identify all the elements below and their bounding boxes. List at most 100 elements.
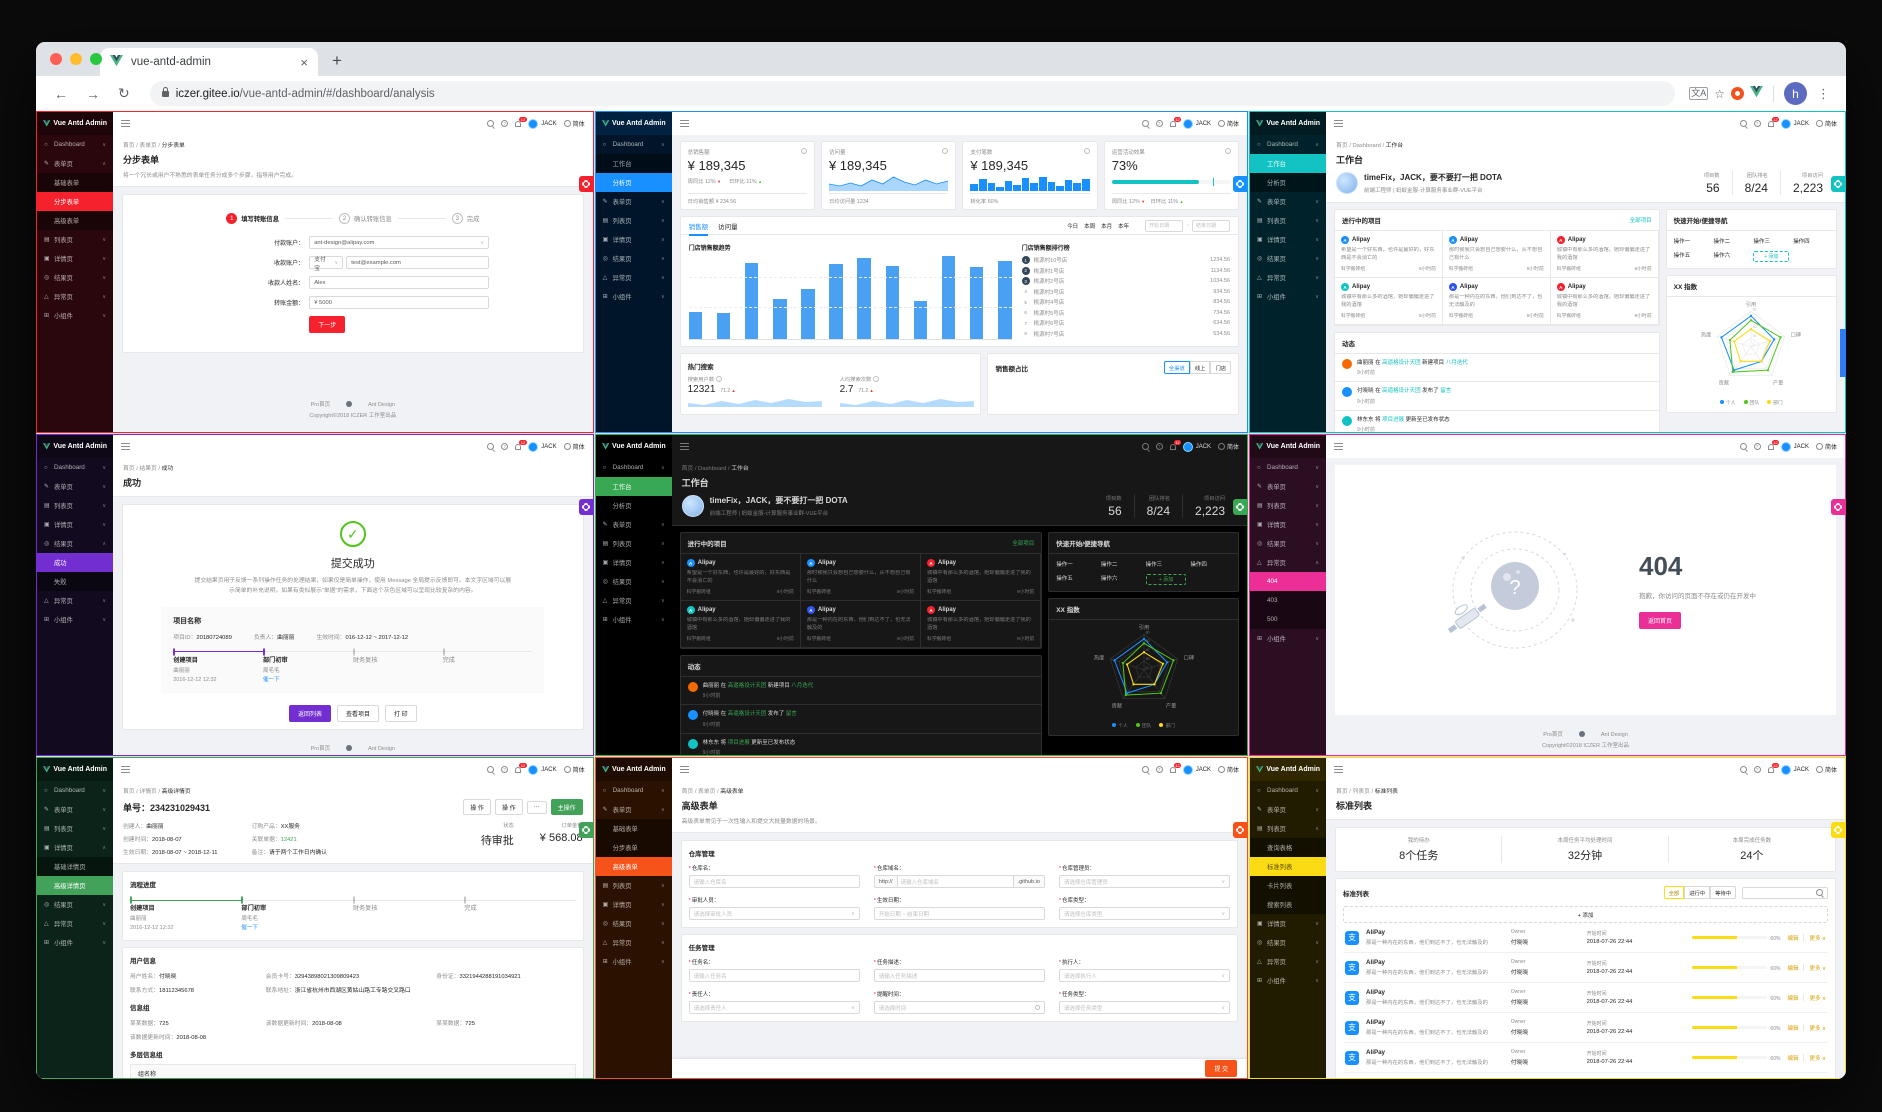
list-search-input[interactable] <box>1742 886 1828 899</box>
close-window-button[interactable] <box>50 53 62 65</box>
sidebar-item-结果页[interactable]: ◎ 结果页 ∧ <box>44 540 106 549</box>
user-menu[interactable]: JACK <box>528 118 557 129</box>
menu-kebab-icon[interactable]: ⋮ <box>1817 85 1830 101</box>
search-icon[interactable] <box>487 120 495 127</box>
sidebar-item-表单页[interactable]: ✎ 表单页 ∨ <box>602 521 665 530</box>
reload-icon[interactable]: ↻ <box>118 85 130 101</box>
range-本周[interactable]: 本周 <box>1084 223 1096 230</box>
radar-legend-item[interactable]: 部门 <box>1159 722 1175 729</box>
sidebar-item-结果页[interactable]: ◎ 结果页 ∨ <box>1257 540 1320 549</box>
sidebar-item-Dashboard[interactable]: ○ Dashboard ∨ <box>44 787 106 794</box>
project-group[interactable]: 科学搬砖组 <box>806 637 831 642</box>
field-control[interactable]: 请输入任务名 <box>688 969 860 982</box>
sidebar-item-列表页[interactable]: ▤ 列表页 ∨ <box>44 502 106 511</box>
search-icon[interactable] <box>487 766 495 773</box>
help-icon[interactable]: ? <box>1753 443 1761 450</box>
mode-门店[interactable]: 门店 <box>1210 361 1232 374</box>
sidebar-item-结果页[interactable]: ◎ 结果页 ∨ <box>1257 939 1320 948</box>
sidebar-item-403[interactable]: 403 <box>1250 591 1327 610</box>
sidebar-item-搜索列表[interactable]: 搜索列表 <box>1250 895 1327 914</box>
sidebar-item-列表页[interactable]: ▤ 列表页 ∨ <box>602 217 665 226</box>
help-icon[interactable]: ? <box>1155 120 1163 127</box>
sidebar-item-详情页[interactable]: ▣ 详情页 ∨ <box>602 559 665 568</box>
action-button[interactable]: 操 作 <box>463 799 491 815</box>
footer-link-pro[interactable]: Pro首页 <box>310 746 331 753</box>
app-logo[interactable]: Vue Antd Admin <box>595 112 672 135</box>
project-group[interactable]: 科学搬砖组 <box>1448 314 1473 319</box>
feed-link[interactable]: 项目进展 <box>1382 416 1405 423</box>
language-switcher[interactable]: 简体 <box>1218 442 1239 451</box>
theme-settings-fab[interactable] <box>1831 176 1845 192</box>
breadcrumb[interactable]: 首页 / Dashboard / 工作台 <box>1336 143 1404 149</box>
theme-settings-fab[interactable] <box>1233 499 1248 515</box>
list-item[interactable]: 支 AliPay 那是一种内在的东西，他们到达不了，也无法触及的 Owner 付晓晓… <box>1343 983 1828 1013</box>
sidebar-item-小组件[interactable]: ⊞ 小组件 ∨ <box>1257 293 1320 302</box>
app-logo[interactable]: Vue Antd Admin <box>595 435 672 458</box>
radar-legend-item[interactable]: 团队 <box>1743 399 1759 406</box>
related-doc-link[interactable]: 12421 <box>280 837 297 843</box>
list-item[interactable]: 支 AliPay 那是一种内在的东西，他们到达不了，也无法触及的 Owner 付晓晓… <box>1343 923 1828 953</box>
quick-op-操作六[interactable]: 操作六 <box>1713 253 1730 259</box>
radar-legend-item[interactable]: 部门 <box>1767 399 1783 406</box>
hamburger-icon[interactable] <box>1334 120 1344 127</box>
app-logo[interactable]: Vue Antd Admin <box>37 435 113 458</box>
footer-link-antd[interactable]: Ant Design <box>368 402 396 409</box>
sidebar-item-标准列表[interactable]: 标准列表 <box>1250 857 1327 876</box>
vue-extension-icon[interactable] <box>1750 85 1763 103</box>
translate-icon[interactable]: 文A <box>1689 87 1709 100</box>
field-control[interactable]: 请选择执行人 ∨ <box>1058 969 1231 982</box>
quick-op-操作三[interactable]: 操作三 <box>1753 239 1770 245</box>
breadcrumb[interactable]: 首页 / 结果页 / 成功 <box>123 466 174 472</box>
theme-settings-fab[interactable] <box>1831 499 1845 515</box>
minimize-window-button[interactable] <box>70 53 82 65</box>
notification-bell[interactable]: 12 <box>1169 116 1182 127</box>
user-menu[interactable]: JACK <box>1780 764 1809 775</box>
sidebar-item-Dashboard[interactable]: ○ Dashboard ∧ <box>602 141 665 148</box>
project-group[interactable]: 科学搬砖组 <box>1448 267 1473 272</box>
result-button-打 印[interactable]: 打 印 <box>384 705 417 723</box>
project-group[interactable]: 科学搬砖组 <box>1341 267 1366 272</box>
sidebar-item-异常页[interactable]: △ 异常页 ∨ <box>1257 274 1320 283</box>
help-icon[interactable]: ? <box>501 443 509 450</box>
breadcrumb[interactable]: 首页 / 详情页 / 高级详情页 <box>123 789 191 795</box>
hamburger-icon[interactable] <box>679 120 689 127</box>
notification-bell[interactable]: 12 <box>515 439 527 450</box>
sidebar-item-Dashboard[interactable]: ○ Dashboard ∧ <box>602 464 665 471</box>
project-card[interactable]: A Alipay 希望是一个好东西，也许是最好的，好东西是不会消亡的 科学搬砖组 9… <box>680 554 801 601</box>
action-button[interactable]: ··· <box>526 800 547 814</box>
sidebar-item-Dashboard[interactable]: ○ Dashboard ∨ <box>44 464 106 471</box>
bookmark-star-icon[interactable]: ☆ <box>1714 86 1725 101</box>
feed-link[interactable]: 高逼格设计天团 <box>727 683 767 689</box>
primary-action-button[interactable]: 主操作 <box>550 799 583 815</box>
notification-bell[interactable]: 12 <box>1767 116 1780 127</box>
field-control[interactable]: 开始日期 ~ 结束日期 <box>873 907 1045 920</box>
quick-op-操作五[interactable]: 操作五 <box>1673 253 1691 259</box>
help-icon[interactable]: ? <box>1155 766 1163 773</box>
quick-op-操作三[interactable]: 操作三 <box>1145 562 1163 568</box>
field-control[interactable]: 请选择仓库类型 ∨ <box>1058 907 1231 920</box>
project-card[interactable]: A Alipay 城镇中有那么多的酒馆，她却偏偏走进了我的酒馆 科学搬砖组 9小时前 <box>921 601 1042 648</box>
sidebar-item-异常页[interactable]: △ 异常页 ∨ <box>602 274 665 283</box>
tab-visits[interactable]: 访问量 <box>718 223 738 231</box>
field-control[interactable]: http://请输入仓库域名 .github.io <box>873 875 1045 888</box>
radar-legend-item[interactable]: 团队 <box>1135 722 1151 729</box>
field-control[interactable]: 请输入任务描述 <box>873 969 1045 982</box>
nudge-link[interactable]: 催一下 <box>263 676 280 683</box>
help-icon[interactable]: ? <box>1155 443 1163 450</box>
language-switcher[interactable]: 简体 <box>563 119 585 128</box>
help-icon[interactable]: ? <box>501 766 509 773</box>
quick-op-操作五[interactable]: 操作五 <box>1056 576 1073 582</box>
sidebar-item-Dashboard[interactable]: ○ Dashboard ∨ <box>1257 787 1320 794</box>
user-menu[interactable]: JACK <box>1780 118 1809 129</box>
help-icon[interactable]: ? <box>1753 120 1761 127</box>
edit-link[interactable]: 编辑 <box>1787 935 1799 942</box>
extension-icon[interactable] <box>1731 87 1744 100</box>
footer-link-antd[interactable]: Ant Design <box>368 746 396 753</box>
feed-link[interactable]: 高逼格设计天团 <box>1382 388 1421 395</box>
project-group[interactable]: 科学搬砖组 <box>927 590 952 595</box>
sidebar-item-查询表格[interactable]: 查询表格 <box>1250 838 1327 857</box>
sidebar-item-列表页[interactable]: ▤ 列表页 ∨ <box>602 540 665 549</box>
sidebar-item-基础表单[interactable]: 基础表单 <box>595 819 672 838</box>
more-link[interactable]: 更多 ∨ <box>1809 1055 1827 1062</box>
address-bar[interactable]: iczer.gitee.io/vue-antd-admin/#/dashboar… <box>149 81 1676 106</box>
